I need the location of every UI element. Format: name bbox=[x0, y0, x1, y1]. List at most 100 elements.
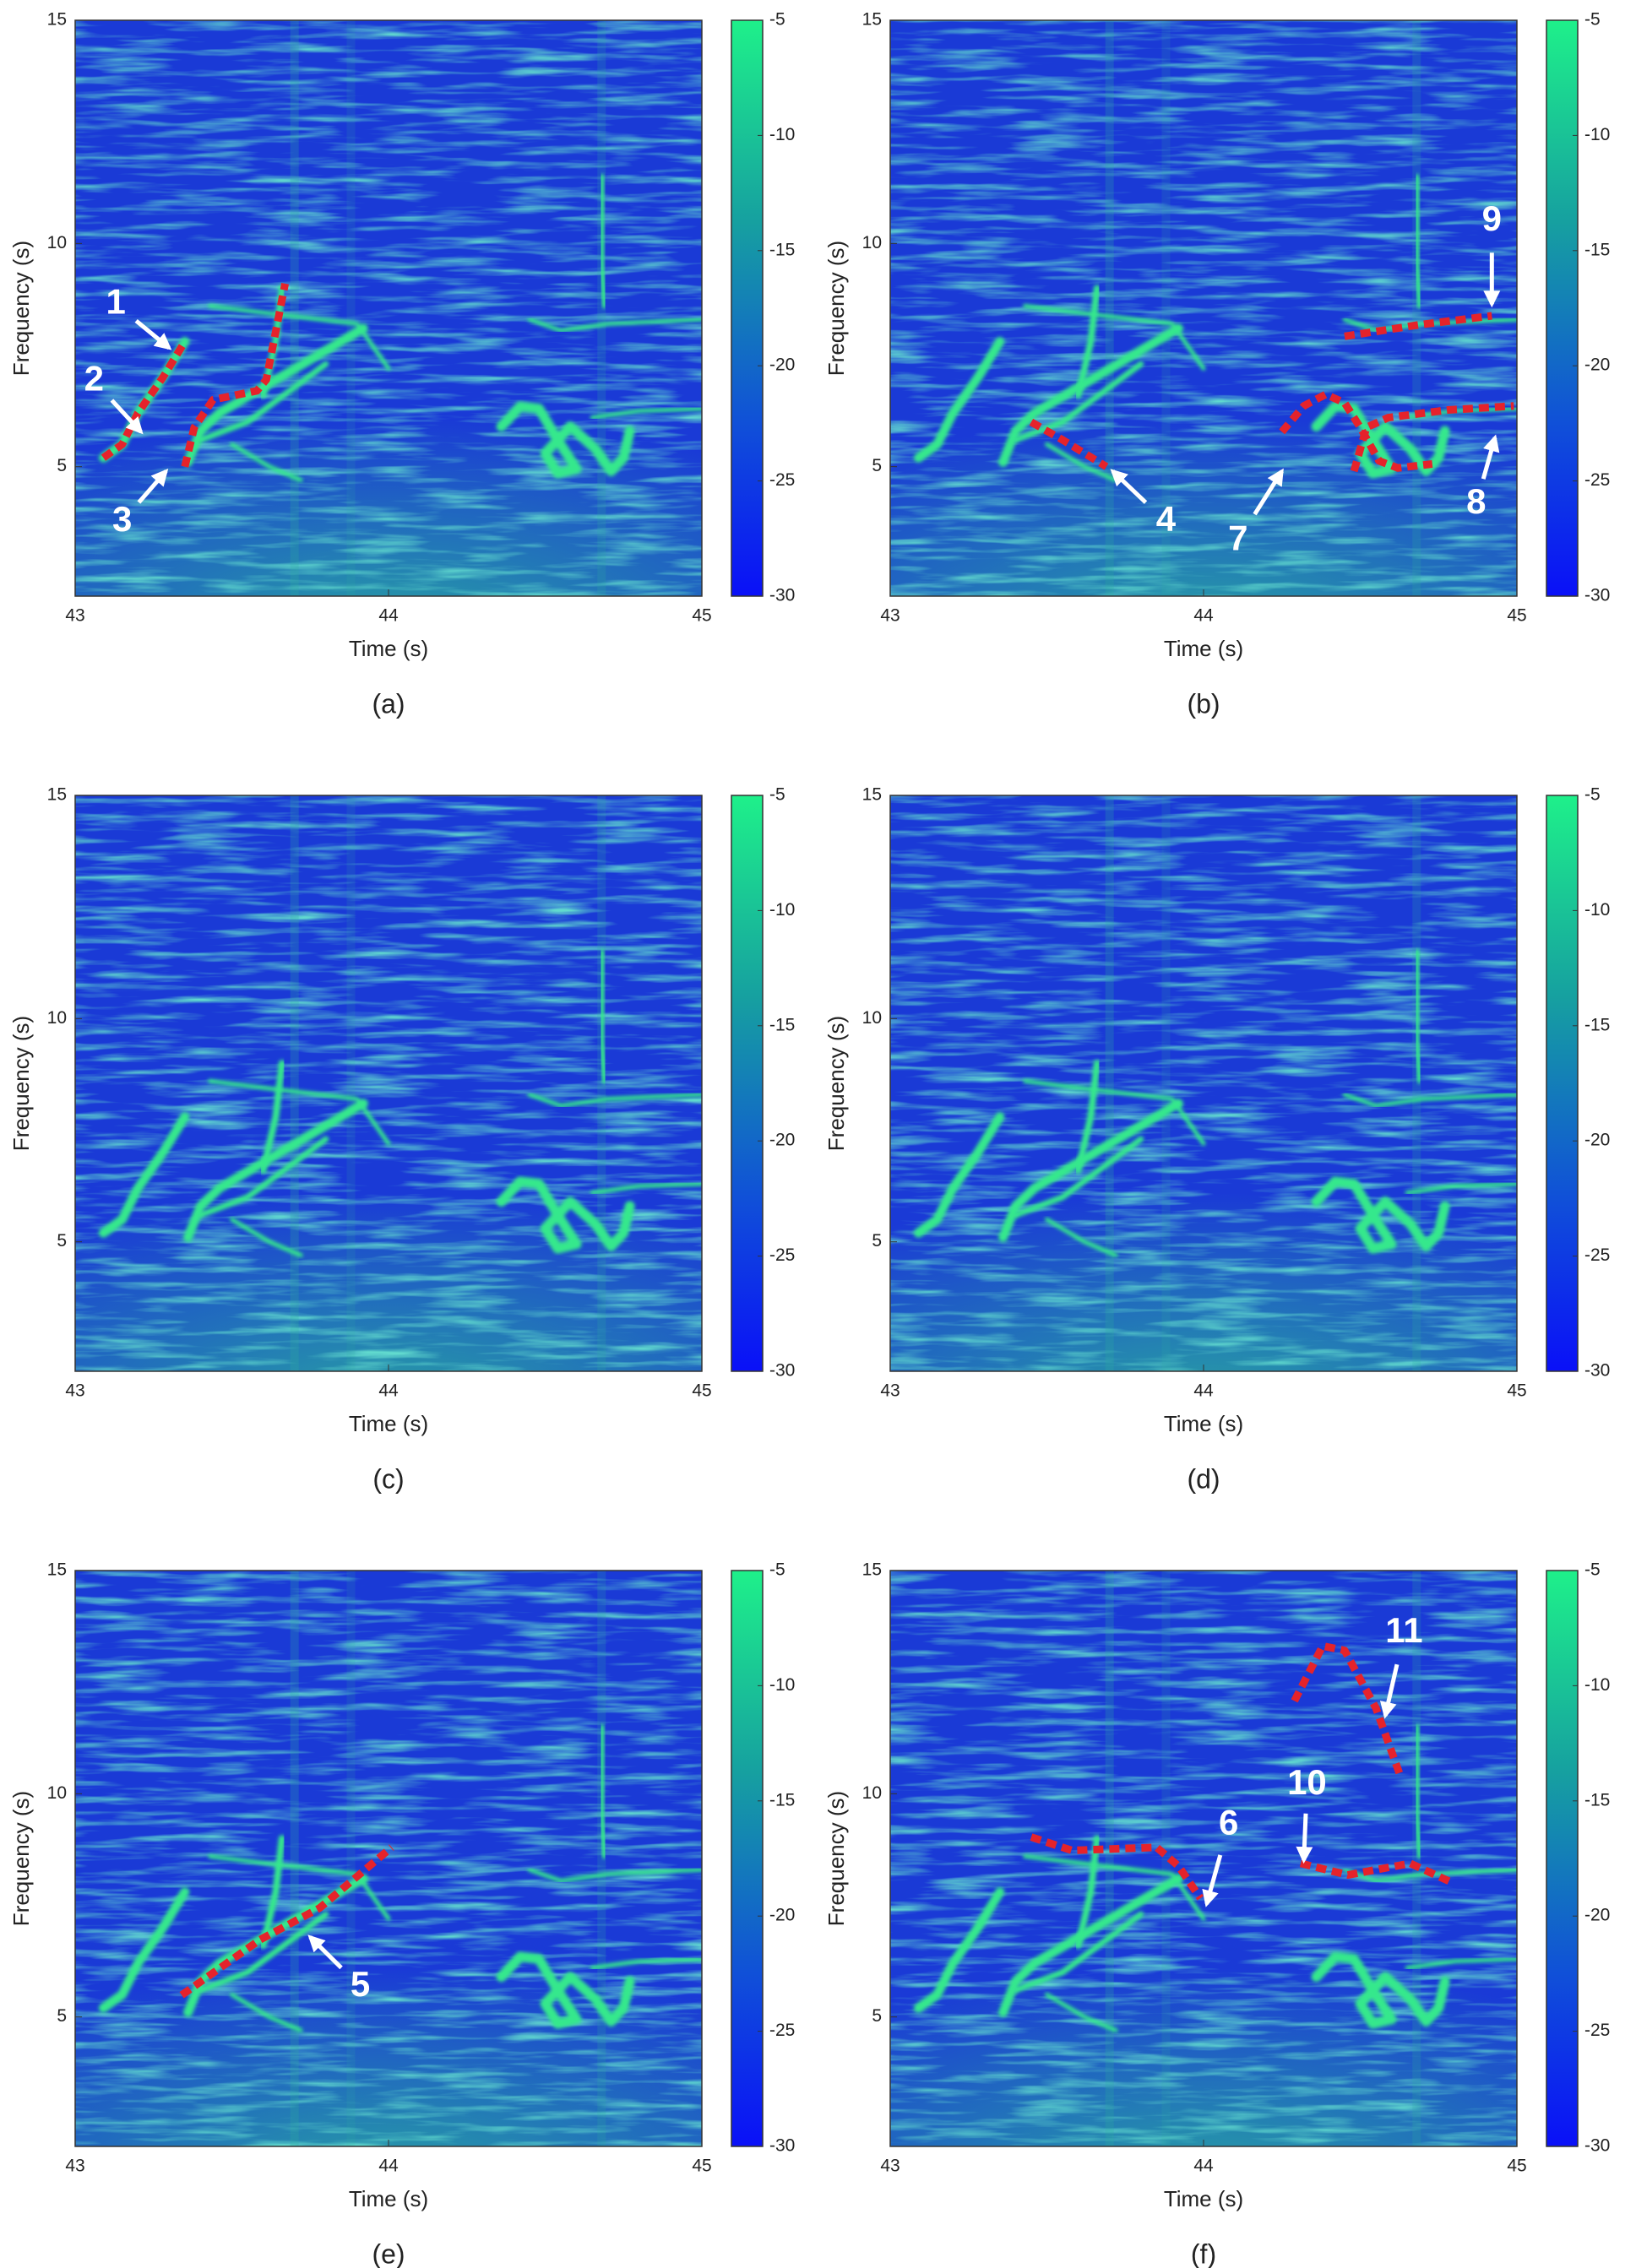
x-tick-label: 45 bbox=[1507, 2157, 1526, 2176]
x-tick-label: 44 bbox=[1193, 606, 1214, 626]
spectrogram bbox=[890, 1571, 1517, 2146]
annotation-arrow bbox=[1110, 469, 1148, 504]
y-axis-label: Frequency (s) bbox=[823, 1791, 849, 1926]
y-tick-label: 5 bbox=[57, 456, 67, 475]
colorbar-tick-label: -15 bbox=[1584, 1790, 1610, 1810]
x-axis-label: Time (s) bbox=[349, 636, 428, 661]
panel: 43 44 45 5 10 15 Time (s) Frequency (s) (d) -5 -10… bbox=[823, 785, 1610, 1495]
caption: (d) bbox=[1187, 1463, 1220, 1494]
colorbar-tick-label: -20 bbox=[1584, 1131, 1610, 1150]
annotation-label: 10 bbox=[1287, 1762, 1327, 1802]
y-tick-label: 5 bbox=[872, 2006, 882, 2026]
x-tick-label: 44 bbox=[378, 2157, 399, 2176]
x-tick-label: 45 bbox=[692, 2157, 711, 2176]
x-tick-label: 43 bbox=[65, 2157, 84, 2176]
colorbar bbox=[731, 19, 764, 597]
annotation-arrow bbox=[137, 468, 169, 504]
panel: 43 44 45 5 10 15 Time (s) Frequency (s) (b) -5 -10… bbox=[823, 10, 1610, 719]
annotation-arrow bbox=[134, 318, 172, 350]
colorbar-tick-label: -25 bbox=[1584, 2021, 1610, 2040]
caption: (b) bbox=[1187, 688, 1220, 719]
colorbar-tick-label: -10 bbox=[769, 900, 795, 920]
annotation-trace bbox=[1344, 312, 1492, 340]
annotation-trace bbox=[181, 283, 289, 468]
colorbar-tick-label: -10 bbox=[769, 125, 795, 144]
colorbar-tick-label: -25 bbox=[769, 470, 795, 490]
annotation-trace bbox=[101, 339, 188, 461]
colorbar-tick-label: -30 bbox=[1584, 586, 1610, 605]
x-tick-label: 44 bbox=[378, 1381, 399, 1401]
panel: 43 44 45 5 10 15 Time (s) Frequency (s) (f) -5 -10… bbox=[823, 1560, 1610, 2268]
y-tick-label: 15 bbox=[862, 785, 882, 805]
x-tick-label: 45 bbox=[692, 606, 711, 626]
colorbar-tick-label: -5 bbox=[769, 10, 785, 30]
annotation-label: 2 bbox=[84, 358, 104, 398]
y-axis-label: Frequency (s) bbox=[823, 1016, 849, 1151]
colorbar-tick-label: -25 bbox=[769, 1245, 795, 1265]
colorbar-tick-label: -20 bbox=[769, 1131, 795, 1150]
annotation-arrow bbox=[1202, 1854, 1223, 1907]
y-axis-label: Frequency (s) bbox=[8, 241, 34, 376]
annotation-trace bbox=[1279, 390, 1433, 472]
y-tick-label: 15 bbox=[47, 785, 67, 805]
annotation-label: 4 bbox=[1156, 499, 1177, 539]
colorbar-tick-label: -5 bbox=[769, 1560, 785, 1580]
y-tick-label: 10 bbox=[862, 233, 882, 252]
caption: (c) bbox=[372, 1463, 404, 1494]
colorbar-tick-label: -30 bbox=[769, 2136, 795, 2156]
spectrogram bbox=[75, 1571, 702, 2146]
spectrogram bbox=[890, 795, 1517, 1371]
x-tick-label: 44 bbox=[1193, 1381, 1214, 1401]
colorbar-tick-label: -20 bbox=[769, 1906, 795, 1925]
colorbar-tick-label: -30 bbox=[769, 1361, 795, 1381]
x-axis-label: Time (s) bbox=[1164, 2186, 1243, 2211]
caption: (f) bbox=[1191, 2238, 1216, 2268]
colorbar-tick-label: -25 bbox=[1584, 470, 1610, 490]
annotation-trace bbox=[1291, 1641, 1405, 1779]
y-tick-label: 15 bbox=[47, 10, 67, 30]
colorbar-tick-label: -20 bbox=[1584, 1906, 1610, 1925]
x-axis-label: Time (s) bbox=[1164, 636, 1243, 661]
spectrogram bbox=[75, 795, 702, 1371]
x-tick-label: 43 bbox=[880, 2157, 900, 2176]
y-tick-label: 10 bbox=[862, 1783, 882, 1803]
x-tick-label: 43 bbox=[65, 1381, 84, 1401]
colorbar-tick-label: -25 bbox=[769, 2021, 795, 2040]
y-axis-label: Frequency (s) bbox=[823, 241, 849, 376]
y-tick-label: 10 bbox=[47, 1008, 67, 1028]
annotation-label: 5 bbox=[351, 1964, 370, 2004]
x-tick-label: 45 bbox=[1507, 606, 1526, 626]
colorbar-tick-label: -30 bbox=[1584, 1361, 1610, 1381]
annotation-arrow bbox=[1379, 1663, 1400, 1719]
colorbar-tick-label: -5 bbox=[1584, 10, 1601, 30]
annotation-trace bbox=[1350, 402, 1514, 473]
y-axis-label: Frequency (s) bbox=[8, 1791, 34, 1926]
annotation-arrow bbox=[1253, 468, 1284, 516]
x-tick-label: 45 bbox=[1507, 1381, 1526, 1401]
colorbar bbox=[1546, 19, 1579, 597]
x-tick-label: 44 bbox=[1193, 2157, 1214, 2176]
y-axis-label: Frequency (s) bbox=[8, 1016, 34, 1151]
annotation-label: 7 bbox=[1228, 518, 1247, 558]
y-tick-label: 5 bbox=[57, 2006, 67, 2026]
colorbar bbox=[731, 1570, 764, 2147]
x-tick-label: 43 bbox=[65, 606, 84, 626]
colorbar-tick-label: -10 bbox=[1584, 1675, 1610, 1695]
colorbar bbox=[731, 795, 764, 1372]
colorbar-tick-label: -20 bbox=[1584, 355, 1610, 375]
spectrogram bbox=[890, 20, 1517, 596]
annotation-label: 8 bbox=[1466, 481, 1486, 521]
annotation-trace bbox=[1299, 1859, 1453, 1886]
colorbar bbox=[1546, 795, 1579, 1372]
panel: 43 44 45 5 10 15 Time (s) Frequency (s) (a) -5 -10… bbox=[8, 10, 795, 719]
colorbar-tick-label: -5 bbox=[1584, 1560, 1601, 1580]
annotation-arrow bbox=[1481, 434, 1500, 480]
y-tick-label: 5 bbox=[872, 1231, 882, 1251]
colorbar-tick-label: -15 bbox=[1584, 240, 1610, 259]
x-axis-label: Time (s) bbox=[1164, 1411, 1243, 1436]
colorbar-tick-label: -10 bbox=[1584, 900, 1610, 920]
x-tick-label: 45 bbox=[692, 1381, 711, 1401]
y-tick-label: 15 bbox=[47, 1560, 67, 1580]
annotation-trace bbox=[179, 1844, 394, 1999]
annotation-label: 9 bbox=[1482, 198, 1502, 238]
